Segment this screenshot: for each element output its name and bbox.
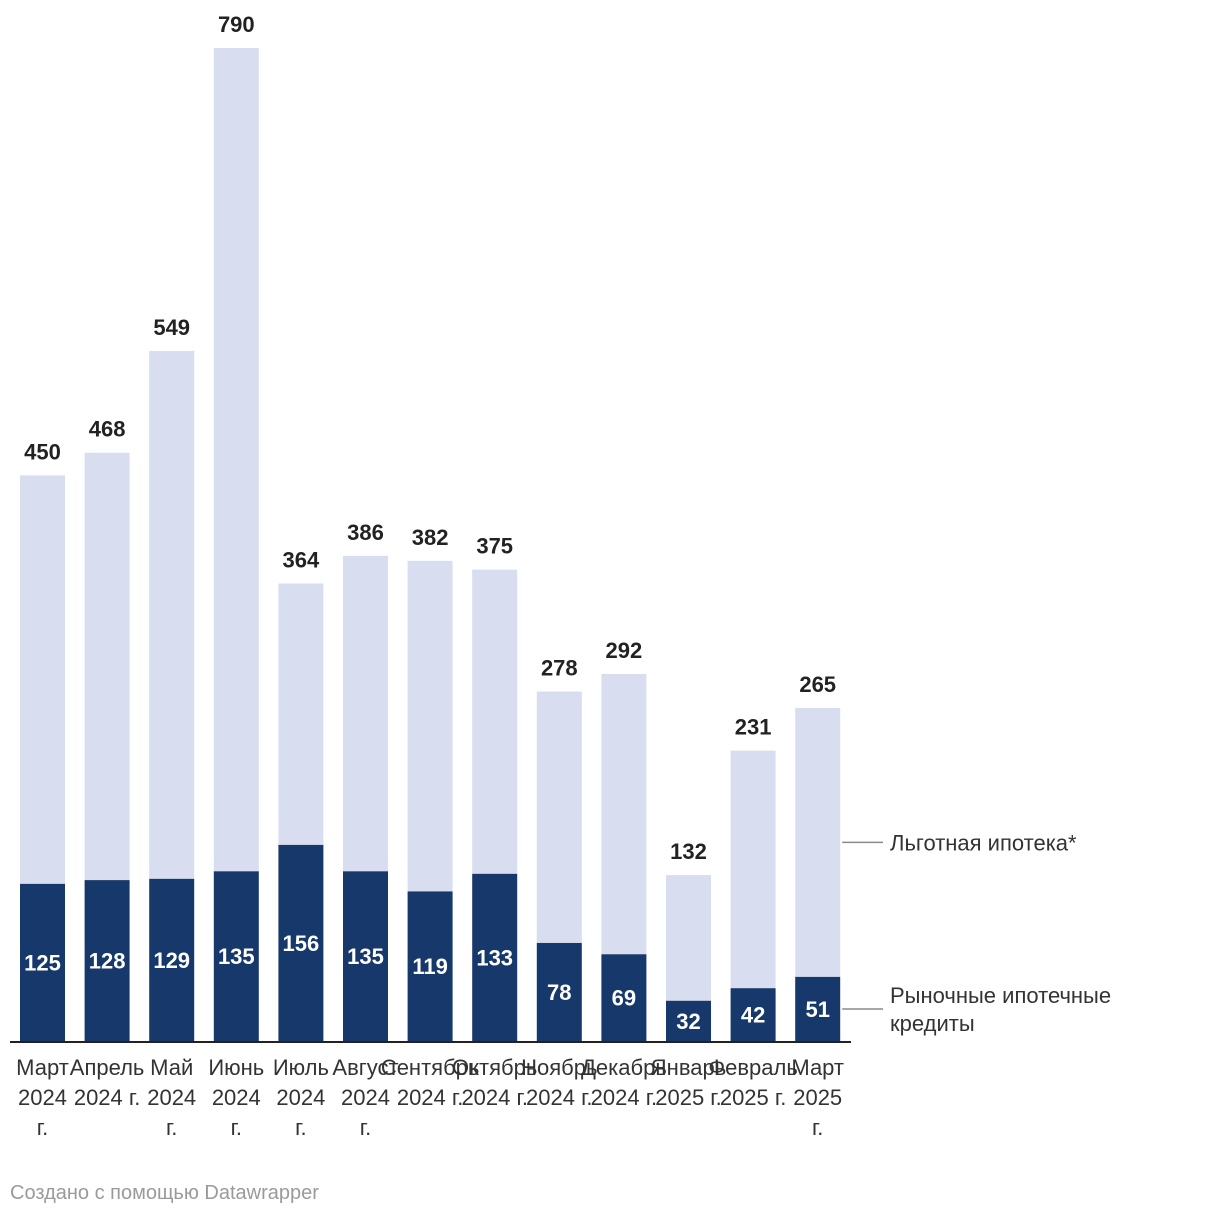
bar-market-7 bbox=[472, 873, 518, 1041]
market-value-label: 42 bbox=[741, 1003, 765, 1028]
market-value-label: 78 bbox=[547, 980, 571, 1005]
bar-market-5 bbox=[343, 871, 388, 1041]
x-tick-label: Апрель 2024 г. bbox=[70, 1055, 145, 1110]
bar-market-6 bbox=[407, 891, 453, 1041]
bar-preferential-9 bbox=[601, 673, 647, 955]
bar-market-2 bbox=[149, 878, 195, 1041]
legend-label-preferential: Льготная ипотека* bbox=[890, 830, 1077, 855]
x-tick-label: Декабрь 2024 г. bbox=[581, 1055, 667, 1110]
x-tick-label: Февраль 2025 г. bbox=[708, 1055, 797, 1110]
total-value-label: 790 bbox=[218, 12, 255, 37]
total-value-label: 375 bbox=[476, 534, 513, 559]
bar-preferential-11 bbox=[730, 750, 776, 989]
total-value-label: 468 bbox=[89, 417, 126, 442]
bar-preferential-7 bbox=[472, 569, 518, 874]
market-value-label: 135 bbox=[218, 944, 255, 969]
market-value-label: 129 bbox=[153, 948, 190, 973]
bar-market-1 bbox=[84, 880, 130, 1041]
bar-preferential-0 bbox=[20, 475, 65, 884]
market-value-label: 135 bbox=[347, 944, 384, 969]
bar-preferential-10 bbox=[666, 875, 711, 1001]
bar-market-3 bbox=[213, 871, 259, 1041]
bar-market-11 bbox=[730, 988, 776, 1041]
x-tick-label: Март 2025 г. bbox=[791, 1055, 844, 1140]
bar-preferential-12 bbox=[795, 707, 841, 977]
total-value-label: 386 bbox=[347, 520, 384, 545]
bar-market-10 bbox=[666, 1000, 711, 1041]
market-value-label: 51 bbox=[805, 997, 829, 1022]
bar-market-8 bbox=[536, 942, 582, 1041]
bar-market-4 bbox=[278, 844, 324, 1041]
total-value-label: 382 bbox=[412, 525, 449, 550]
bar-preferential-2 bbox=[149, 350, 195, 879]
market-value-label: 128 bbox=[89, 949, 126, 974]
bar-preferential-4 bbox=[278, 583, 324, 845]
market-value-label: 133 bbox=[476, 945, 513, 970]
x-tick-label: Май 2024 г. bbox=[147, 1055, 196, 1140]
x-tick-label: Июнь 2024 г. bbox=[208, 1055, 264, 1140]
x-tick-label: Январь 2025 г. bbox=[651, 1055, 726, 1110]
x-tick-label: Ноябрь 2024 г. bbox=[521, 1055, 597, 1110]
bar-market-0 bbox=[20, 883, 65, 1041]
market-value-label: 156 bbox=[283, 931, 320, 956]
bar-preferential-1 bbox=[84, 452, 130, 881]
market-value-label: 119 bbox=[412, 954, 448, 979]
total-value-label: 364 bbox=[283, 547, 320, 572]
market-value-label: 125 bbox=[24, 950, 61, 975]
total-value-label: 549 bbox=[153, 315, 190, 340]
bar-market-9 bbox=[601, 954, 647, 1041]
x-tick-label: Октябрь 2024 г. bbox=[452, 1055, 537, 1110]
legend-label-market: Рыночные ипотечные кредиты bbox=[890, 983, 1111, 1036]
total-value-label: 292 bbox=[606, 638, 643, 663]
bar-market-12 bbox=[795, 976, 841, 1041]
total-value-label: 231 bbox=[735, 715, 772, 740]
market-value-label: 69 bbox=[612, 986, 636, 1011]
datawrapper-credit: Создано с помощью Datawrapper bbox=[10, 1182, 319, 1204]
x-tick-label: Август 2024 г. bbox=[332, 1055, 398, 1140]
bar-preferential-5 bbox=[343, 555, 388, 872]
total-value-label: 132 bbox=[670, 839, 707, 864]
total-value-label: 450 bbox=[24, 439, 61, 464]
bar-preferential-6 bbox=[407, 560, 453, 892]
total-value-label: 265 bbox=[799, 672, 836, 697]
x-tick-label: Сентябрь 2024 г. bbox=[381, 1055, 480, 1110]
x-tick-label: Март 2024 г. bbox=[16, 1055, 69, 1140]
bar-preferential-3 bbox=[213, 48, 259, 872]
market-value-label: 32 bbox=[676, 1009, 700, 1034]
total-value-label: 278 bbox=[541, 656, 578, 681]
bar-preferential-8 bbox=[536, 691, 582, 943]
x-tick-label: Июль 2024 г. bbox=[273, 1055, 329, 1140]
